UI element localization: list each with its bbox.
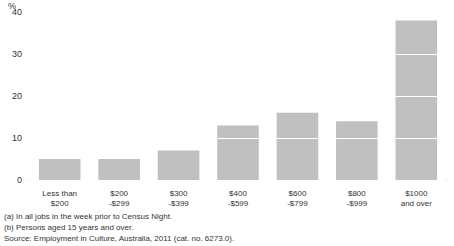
- svg-text:Less than: Less than: [42, 189, 77, 198]
- svg-text:30: 30: [12, 49, 22, 59]
- svg-text:$200: $200: [51, 199, 69, 208]
- svg-text:and over: and over: [401, 199, 432, 208]
- svg-text:(b) Persons aged 15 years and: (b) Persons aged 15 years and over.: [4, 223, 133, 232]
- svg-text:$1000: $1000: [405, 189, 428, 198]
- svg-text:-$999: -$999: [347, 199, 368, 208]
- svg-text:$600: $600: [289, 189, 307, 198]
- svg-text:(a) In all jobs in the week pr: (a) In all jobs in the week prior to Cen…: [4, 212, 172, 221]
- svg-text:-$399: -$399: [168, 199, 189, 208]
- svg-text:$800: $800: [348, 189, 366, 198]
- svg-text:Source: Employment in Culture,: Source: Employment in Culture, Australia…: [4, 234, 234, 243]
- svg-text:40: 40: [12, 7, 22, 17]
- svg-text:$200: $200: [110, 189, 128, 198]
- svg-text:$400: $400: [229, 189, 247, 198]
- svg-text:10: 10: [12, 133, 22, 143]
- svg-text:-$599: -$599: [228, 199, 249, 208]
- svg-text:-$799: -$799: [287, 199, 308, 208]
- svg-text:20: 20: [12, 91, 22, 101]
- svg-text:$300: $300: [170, 189, 188, 198]
- svg-text:-$299: -$299: [109, 199, 130, 208]
- svg-text:0: 0: [17, 175, 22, 185]
